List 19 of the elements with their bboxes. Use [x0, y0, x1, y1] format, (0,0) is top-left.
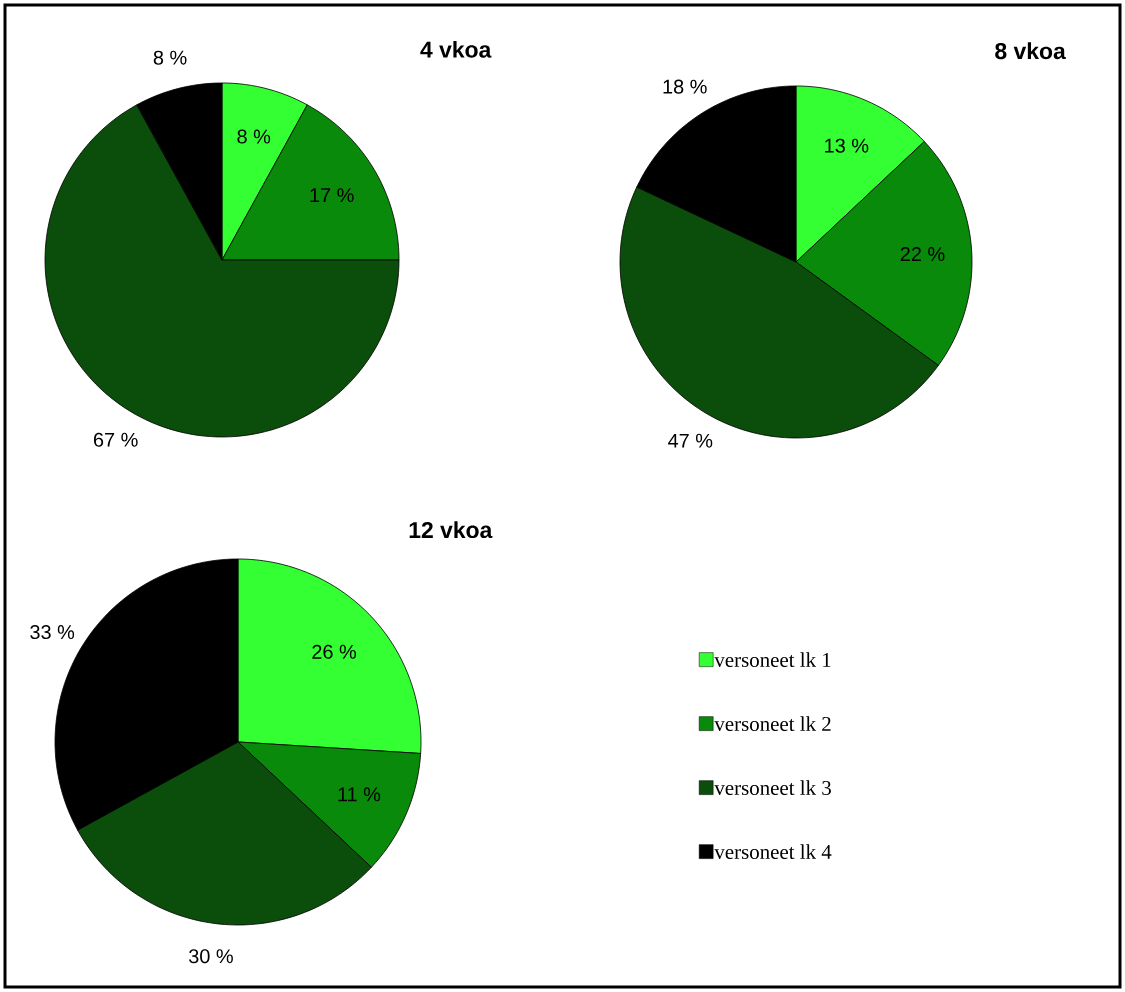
data-label: 26 % [312, 644, 357, 659]
data-label: 33 % [30, 625, 75, 640]
data-label: 18 % [663, 79, 707, 94]
legend-label: versoneet lk 1 [714, 652, 831, 667]
data-label: 22 % [900, 247, 945, 262]
data-label: 30 % [189, 949, 233, 964]
text: 8 vkoa [995, 42, 1066, 60]
data-label: 47 % [668, 433, 713, 448]
data-label: 67 % [93, 432, 138, 447]
chart-title: 12 vkoa [409, 521, 493, 539]
data-label: 13 % [825, 138, 869, 153]
data-label: 8 % [237, 129, 271, 144]
data-label: 8 % [153, 50, 187, 65]
legend-label: versoneet lk 2 [714, 716, 831, 731]
legend-label: versoneet lk 3 [714, 780, 831, 795]
data-label: 11 % [338, 787, 381, 802]
text: 4 vkoa [420, 40, 492, 58]
data-label: 17 % [310, 188, 354, 203]
legend-label: versoneet lk 4 [714, 844, 832, 859]
